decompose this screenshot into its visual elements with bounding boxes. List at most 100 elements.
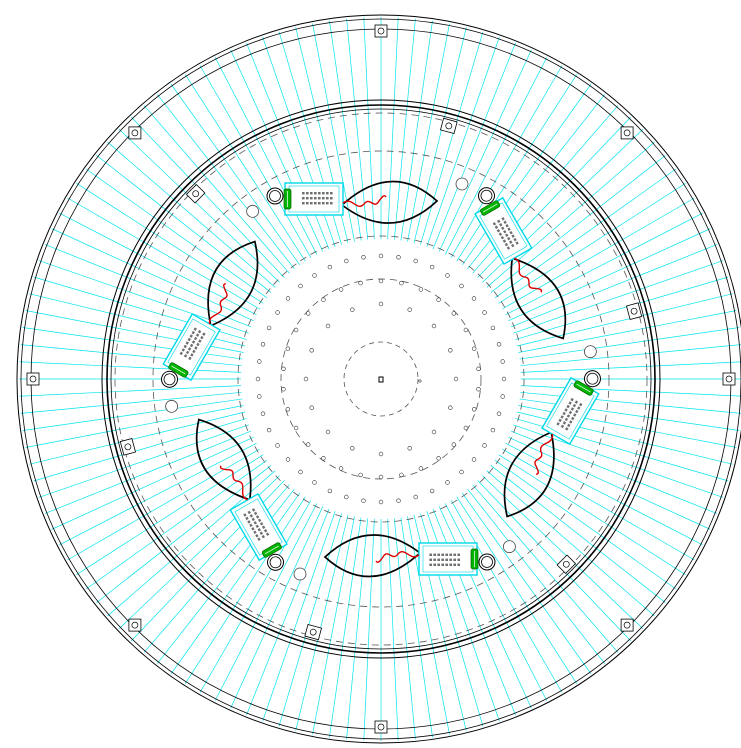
bolt-hole [293, 327, 299, 333]
chip-component [302, 197, 305, 200]
chip-component [568, 401, 572, 405]
bolt-hole [471, 457, 477, 462]
inner-bracket [556, 554, 577, 575]
bracket-hole [623, 621, 631, 629]
chip-component [562, 411, 566, 416]
chip-component [185, 341, 189, 345]
chip-component [314, 197, 317, 200]
chip-component [453, 558, 456, 561]
radial-ray [67, 197, 260, 310]
bolt-hole [407, 307, 412, 312]
radial-ray [505, 442, 703, 546]
chip-component [259, 531, 263, 535]
radial-ray [513, 424, 724, 498]
chip-component [259, 522, 264, 526]
chip-component [330, 197, 333, 200]
chip-component [196, 342, 200, 347]
radial-ray [490, 465, 666, 604]
sensor-assemblies [161, 177, 601, 581]
bracket-hole [124, 443, 132, 451]
chip-component [318, 192, 321, 195]
chip-component [509, 240, 513, 244]
chip-component [261, 534, 265, 539]
sensor-assembly [474, 187, 597, 359]
chip-component [570, 397, 574, 402]
chip-component [189, 334, 193, 338]
chip-component [265, 532, 270, 536]
chip-component [193, 336, 198, 341]
chip-component [507, 227, 511, 231]
chip-component [445, 563, 448, 566]
radial-ray [44, 430, 252, 514]
connector-pin-line [264, 545, 279, 555]
bolt-hole [482, 443, 487, 448]
bracket-plate [26, 372, 40, 386]
radial-ray [515, 276, 729, 340]
bolt-hole [275, 443, 280, 448]
radial-ray [432, 42, 516, 250]
outer-bracket [620, 126, 634, 140]
chip-component [511, 234, 515, 238]
inner-bracket [185, 183, 206, 204]
lens-blade [195, 418, 252, 501]
chip-component [187, 337, 191, 342]
radial-ray [312, 23, 355, 242]
chip-component [310, 192, 313, 195]
bolt-hole-pattern [255, 253, 507, 505]
chip-component [453, 553, 456, 556]
mounting-eye-inner [269, 190, 281, 202]
chip-component [457, 558, 460, 561]
outer-bracket [620, 618, 634, 632]
chip-component [501, 217, 505, 221]
radial-ray [486, 141, 655, 288]
red-cable [342, 195, 387, 207]
bracket-plate [185, 183, 206, 204]
bolt-hole [399, 280, 404, 286]
chip-component [247, 520, 251, 524]
radial-ray [143, 105, 290, 274]
radial-ray [262, 511, 336, 722]
bracket-plate [128, 618, 142, 632]
chip-component [577, 406, 581, 410]
radial-ray [472, 484, 619, 653]
radial-ray [461, 492, 592, 675]
chip-component [326, 197, 329, 200]
ring [101, 99, 661, 659]
radial-ray [477, 480, 632, 642]
chip-component [257, 528, 261, 532]
bolt-hole [306, 311, 311, 316]
chip-component [251, 517, 255, 522]
bracket-plate [304, 624, 323, 641]
radial-ray [329, 517, 362, 738]
radial-ray [450, 500, 563, 693]
chip-component [181, 348, 185, 352]
radial-ray [170, 83, 301, 266]
chip-component [558, 418, 562, 423]
connector-pin-line [483, 203, 498, 213]
bolt-hole [429, 264, 435, 270]
bracket-plate [626, 302, 643, 321]
chip-component [569, 420, 573, 424]
bolt-hole [285, 296, 291, 301]
chip-component [202, 332, 206, 336]
bracket-plate [722, 372, 736, 386]
radial-ray [38, 424, 249, 498]
bolt-hole [266, 427, 272, 433]
radial-ray [278, 513, 342, 727]
chip-component [302, 202, 305, 205]
chip-component [253, 521, 257, 525]
dashed-ring [343, 341, 419, 417]
bolt-hole [309, 348, 314, 353]
chip-component [306, 192, 309, 195]
chip-component [513, 237, 517, 242]
radial-ray [520, 344, 741, 367]
bolt-hole [448, 405, 453, 410]
bolt-hole [298, 469, 303, 475]
mounting-eye-inner [163, 373, 176, 386]
bolt-hole [436, 297, 441, 302]
inner-bracket [439, 117, 458, 134]
chip-component [318, 197, 321, 200]
chip-component [457, 553, 460, 556]
radial-ray [96, 154, 272, 293]
